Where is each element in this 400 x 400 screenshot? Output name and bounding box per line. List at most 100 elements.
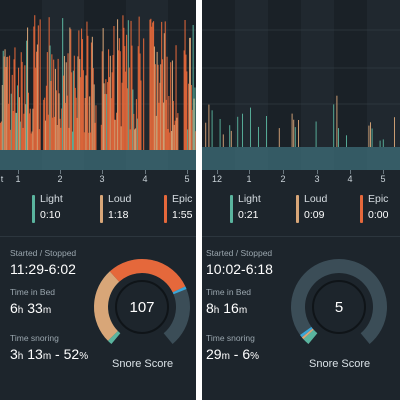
snore-spike (73, 55, 75, 151)
snore-spike (187, 129, 189, 150)
snore-spike (171, 131, 173, 150)
legend-label: Loud (304, 193, 328, 205)
snore-spike (94, 122, 96, 150)
snore-spike (60, 127, 62, 150)
snore-spike (370, 122, 371, 147)
snore-spike (65, 62, 67, 150)
snore-spike (143, 38, 145, 150)
snore-spike (61, 108, 63, 150)
snore-spike (102, 28, 104, 151)
snore-spike (394, 117, 395, 147)
legend-light: Light 0:10 (32, 193, 63, 223)
snore-spike (69, 27, 71, 150)
legend-value: 1:18 (108, 209, 129, 221)
snore-spike (167, 129, 169, 150)
axis-tick-mark (217, 170, 218, 174)
snore-spike (33, 26, 35, 150)
snore-spike (135, 128, 137, 150)
snore-spike (78, 30, 80, 150)
snore-spike (183, 50, 185, 150)
snore-spike (27, 27, 29, 150)
snore-spike (4, 49, 6, 150)
snore-spike (189, 37, 191, 150)
legend-label: Epic (172, 193, 193, 205)
snore-spike (193, 98, 195, 150)
snore-spike (171, 60, 173, 150)
snore-spike (104, 93, 106, 150)
snore-spike (100, 124, 102, 150)
snore-spike (75, 97, 77, 150)
snore-spike (250, 107, 251, 147)
snore-spike (36, 44, 38, 150)
snore-spike (124, 46, 126, 150)
axis-tick-mark (317, 170, 318, 174)
legend-loud-swatch (296, 195, 299, 223)
snore-spike (160, 64, 162, 150)
gauge-marker (172, 286, 187, 295)
section-divider (0, 236, 196, 237)
snore-spike (175, 45, 177, 151)
snore-spike (71, 72, 73, 150)
snore-spike (91, 36, 93, 150)
snore-spike (29, 108, 31, 150)
snore-spike (48, 17, 50, 151)
night-panel-a: t 1 2 3 4 5 Light 0:10 Loud 1:18 (0, 0, 196, 400)
snore-spike (59, 118, 61, 150)
time-snoring-value: 29m - 6% (206, 346, 260, 362)
snore-spike (132, 89, 134, 150)
snore-spike (106, 94, 108, 150)
chart-baseline (202, 147, 400, 170)
snore-spike (219, 119, 221, 147)
axis-tick-mark (383, 170, 384, 174)
snore-spike (278, 128, 280, 147)
axis-tick-mark (102, 170, 103, 174)
snore-spike (194, 87, 196, 150)
snore-spike (382, 139, 384, 147)
chart-baseline (0, 150, 196, 170)
snore-spike (27, 92, 29, 150)
snore-spike (156, 51, 158, 150)
snore-legend-b: Light 0:21 Loud 0:09 Epic 0:00 (202, 190, 400, 230)
snore-spike (34, 15, 36, 151)
snore-spike (24, 65, 26, 150)
axis-tick-4: 4 (142, 174, 148, 184)
legend-value: 0:09 (304, 209, 325, 221)
snore-spike (37, 25, 39, 150)
snore-spike (3, 56, 5, 150)
snore-spike (266, 116, 267, 147)
snore-spike (159, 82, 161, 150)
snore-spike (176, 117, 178, 150)
night-panel-b: 12 1 2 3 4 5 Light 0:21 Loud 0:09 (202, 0, 400, 400)
snore-spike (135, 99, 137, 150)
snore-spike (77, 56, 79, 150)
snore-spike (114, 119, 116, 150)
snore-spike (174, 120, 176, 150)
snore-spike (107, 82, 109, 150)
axis-tick-1: 1 (246, 174, 252, 184)
axis-tick-3: 3 (314, 174, 320, 184)
snore-spike (189, 37, 191, 150)
snore-spike (117, 50, 119, 150)
snore-spike (92, 68, 94, 150)
snore-spike (54, 116, 56, 150)
snore-spike (63, 75, 65, 150)
legend-value: 0:10 (40, 209, 61, 221)
snore-spike (25, 104, 27, 150)
snore-spike (11, 74, 13, 150)
axis-tick-mark (187, 170, 188, 174)
snore-spike (134, 129, 136, 150)
snore-spike (129, 129, 131, 150)
snore-spike (18, 97, 20, 150)
snore-spike (168, 96, 170, 150)
snore-spike (39, 19, 41, 151)
snore-spike (298, 120, 299, 147)
snore-spike (138, 16, 140, 150)
snore-spike (101, 51, 103, 150)
legend-value: 1:55 (172, 209, 193, 221)
snore-spike (155, 115, 157, 150)
time-axis-b: 12 1 2 3 4 5 (202, 170, 400, 190)
snore-spike (346, 135, 347, 147)
gauge-segment-loud (94, 271, 120, 341)
snore-spike (79, 59, 81, 150)
